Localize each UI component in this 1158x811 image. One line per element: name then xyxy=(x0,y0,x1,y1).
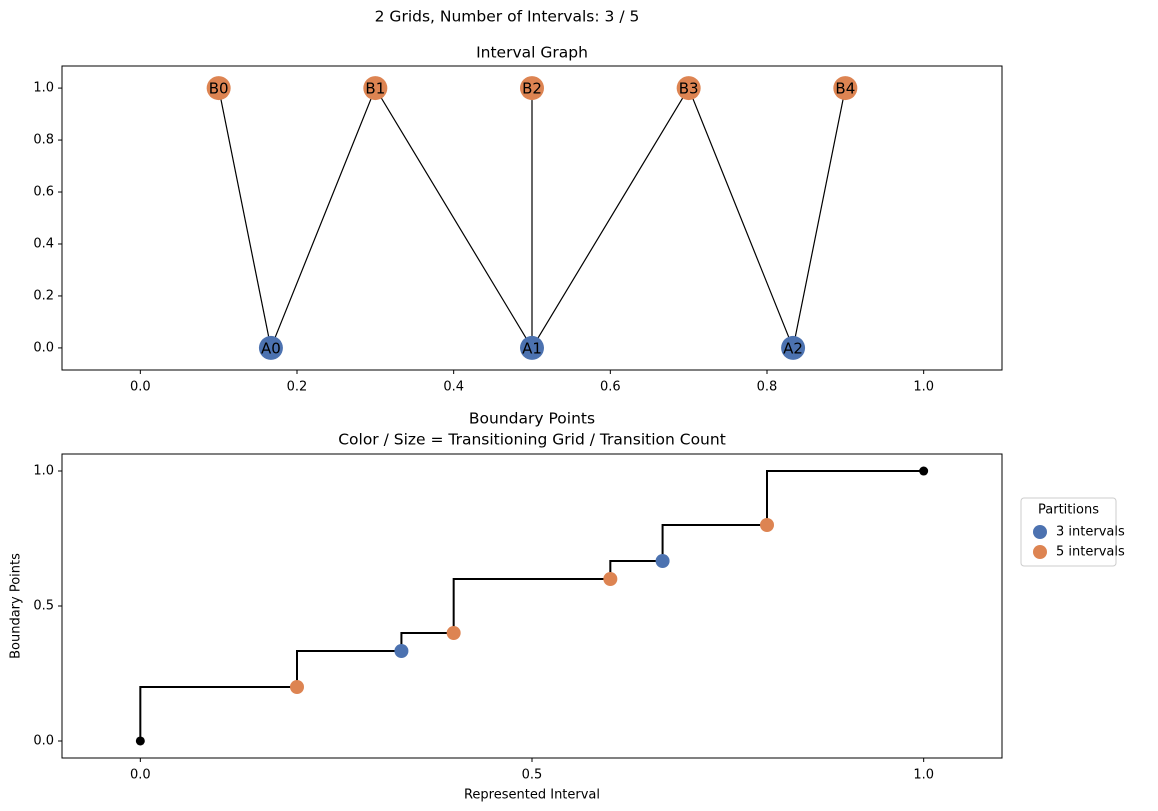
x-tick-label: 0.5 xyxy=(522,768,543,783)
x-axis-label: Represented Interval xyxy=(464,788,600,803)
node xyxy=(781,335,806,360)
node xyxy=(258,335,283,360)
figure-title: 2 Grids, Number of Intervals: 3 / 5 xyxy=(375,8,640,26)
node-label: B0 xyxy=(209,80,229,98)
x-tick-label: 0.6 xyxy=(600,380,621,395)
x-tick-label: 1.0 xyxy=(913,768,934,783)
point xyxy=(603,572,618,587)
axes-frame xyxy=(61,453,1003,759)
legend: Partitions 3 intervals 5 intervals xyxy=(1020,497,1125,567)
endpoint xyxy=(919,466,929,476)
edge xyxy=(374,87,533,349)
x-tick-label: 0.0 xyxy=(130,380,151,395)
y-tick-label: 0.0 xyxy=(33,733,54,748)
y-tick-label: 0.2 xyxy=(33,288,54,303)
legend-title: Partitions xyxy=(1038,503,1099,518)
legend-marker xyxy=(1033,525,1047,539)
node xyxy=(520,76,544,101)
y-tick-label: 0.0 xyxy=(33,340,54,355)
axes-frame xyxy=(61,65,1003,371)
legend-marker xyxy=(1033,545,1047,559)
x-tick-label: 0.8 xyxy=(757,380,778,395)
y-tick-label: 0.5 xyxy=(33,599,54,614)
node xyxy=(676,76,701,101)
point xyxy=(394,644,409,659)
point xyxy=(446,625,461,640)
x-tick-label: 0.2 xyxy=(287,380,308,395)
legend-label: 5 intervals xyxy=(1056,545,1125,560)
y-tick-label: 1.0 xyxy=(33,464,54,479)
y-tick-label: 0.4 xyxy=(33,236,54,251)
edge xyxy=(218,87,272,349)
step-line xyxy=(139,470,924,741)
node-label: B3 xyxy=(679,80,699,98)
node xyxy=(833,76,858,101)
chart-title: Color / Size = Transitioning Grid / Tran… xyxy=(338,431,726,449)
point xyxy=(760,518,774,533)
point xyxy=(290,679,304,694)
chart-title: Boundary Points xyxy=(469,410,595,428)
node-label: A2 xyxy=(783,339,803,357)
node-label: B2 xyxy=(522,80,542,98)
y-tick-label: 0.6 xyxy=(33,185,54,200)
node-label: A1 xyxy=(522,339,542,357)
node xyxy=(520,335,544,360)
endpoint xyxy=(135,736,145,746)
edge xyxy=(531,87,690,349)
x-tick-label: 0.4 xyxy=(443,380,464,395)
x-tick-label: 1.0 xyxy=(913,380,934,395)
chart-title: Interval Graph xyxy=(476,44,588,62)
node-label: A0 xyxy=(261,339,281,357)
edge xyxy=(270,87,376,349)
point xyxy=(655,553,670,568)
node-label: B1 xyxy=(365,80,385,98)
node xyxy=(363,76,388,101)
legend-label: 3 intervals xyxy=(1056,525,1125,540)
y-tick-label: 0.8 xyxy=(33,133,54,148)
edge xyxy=(688,87,794,349)
node xyxy=(206,76,231,101)
edge xyxy=(792,87,846,349)
y-axis-label: Boundary Points xyxy=(9,553,24,659)
x-tick-label: 0.0 xyxy=(130,768,151,783)
y-tick-label: 1.0 xyxy=(33,81,54,96)
node-label: B4 xyxy=(835,80,855,98)
